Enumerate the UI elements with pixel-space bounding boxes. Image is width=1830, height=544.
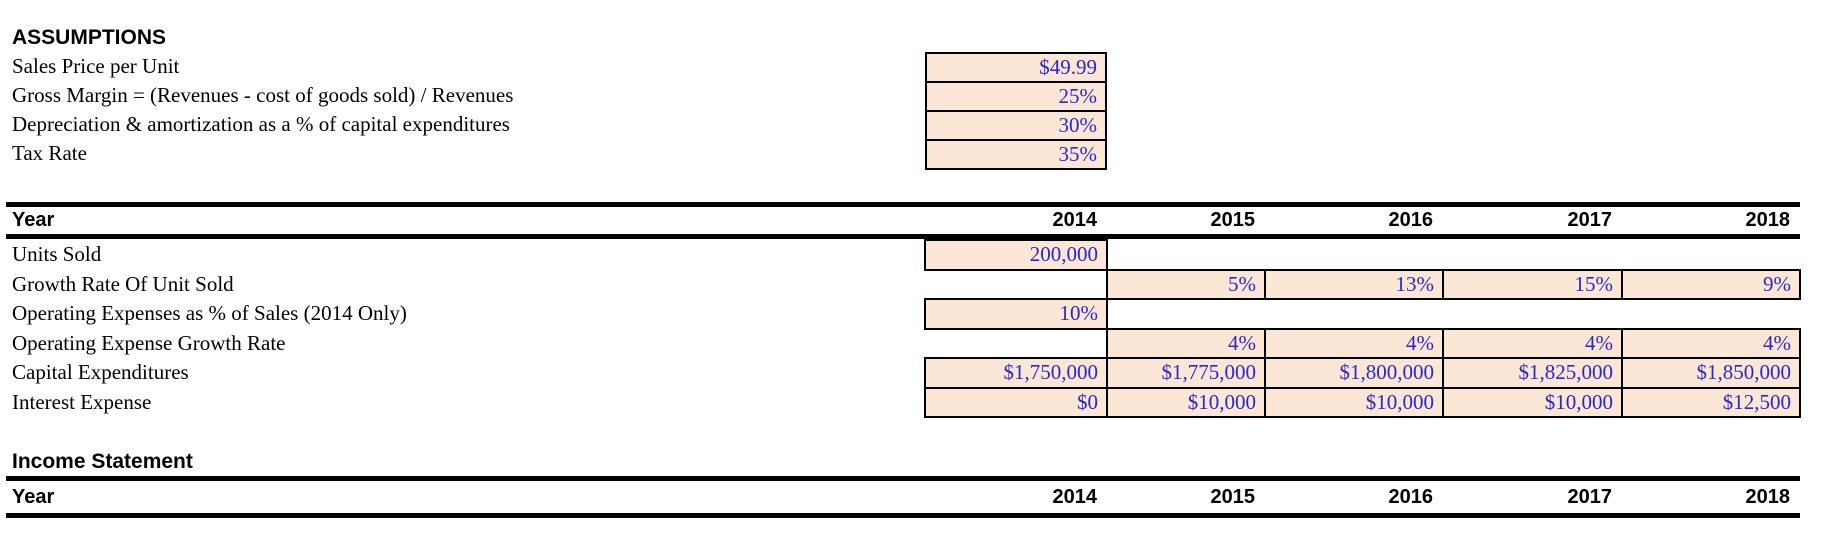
income-statement-year-header: Year 2014 2015 2016 2017 2018 bbox=[6, 476, 1800, 518]
year-column-2014: 2014 bbox=[1052, 486, 1098, 508]
input-cell-gross-margin[interactable]: 25% bbox=[925, 81, 1107, 112]
table-row-capital-expenditures: Capital Expenditures $1,750,000 $1,775,0… bbox=[6, 357, 1801, 389]
input-cell[interactable]: $10,000 bbox=[1264, 386, 1444, 418]
year-column-2016: 2016 bbox=[1388, 209, 1434, 231]
assumption-label: Sales Price per Unit bbox=[12, 54, 180, 78]
table-row-opex-pct-sales: Operating Expenses as % of Sales (2014 O… bbox=[6, 298, 1800, 330]
assumptions-title: ASSUMPTIONS bbox=[12, 26, 167, 49]
input-cell-sales-price[interactable]: $49.99 bbox=[925, 52, 1107, 83]
empty-cell bbox=[1622, 299, 1800, 329]
year-column-2018: 2018 bbox=[1745, 209, 1791, 231]
drivers-year-header: Year 2014 2015 2016 2017 2018 bbox=[6, 202, 1800, 239]
row-label: Interest Expense bbox=[12, 389, 152, 414]
input-cell[interactable]: 4% bbox=[1442, 327, 1623, 359]
empty-cell bbox=[1443, 299, 1622, 329]
input-cell-depreciation-pct[interactable]: 30% bbox=[925, 110, 1107, 141]
row-label: Capital Expenditures bbox=[12, 360, 189, 385]
year-column-2015: 2015 bbox=[1210, 486, 1256, 508]
year-column-2018: 2018 bbox=[1745, 486, 1791, 508]
input-cell[interactable]: $1,800,000 bbox=[1264, 357, 1444, 389]
empty-cell bbox=[1107, 240, 1265, 270]
drivers-table: Units Sold 200,000 Growth Rate Of Unit S… bbox=[6, 239, 1801, 418]
input-cell[interactable]: $1,850,000 bbox=[1621, 357, 1801, 389]
input-cell[interactable]: $1,750,000 bbox=[924, 357, 1108, 389]
empty-cell bbox=[925, 270, 1107, 300]
input-cell[interactable]: 10% bbox=[924, 298, 1108, 330]
assumption-label: Depreciation & amortization as a % of ca… bbox=[12, 112, 510, 136]
input-cell[interactable]: $1,825,000 bbox=[1442, 357, 1623, 389]
year-row-label: Year bbox=[12, 209, 55, 231]
row-label: Operating Expenses as % of Sales (2014 O… bbox=[12, 301, 407, 326]
input-cell[interactable]: 9% bbox=[1621, 268, 1801, 300]
input-cell[interactable]: $1,775,000 bbox=[1106, 357, 1266, 389]
row-label: Operating Expense Growth Rate bbox=[12, 330, 286, 355]
assumption-label: Tax Rate bbox=[12, 141, 87, 165]
table-row-growth-rate-units: Growth Rate Of Unit Sold 5% 13% 15% 9% bbox=[6, 268, 1801, 300]
empty-cell bbox=[1443, 240, 1622, 270]
input-cell[interactable]: $0 bbox=[924, 386, 1108, 418]
table-row-interest-expense: Interest Expense $0 $10,000 $10,000 $10,… bbox=[6, 386, 1801, 418]
year-column-2014: 2014 bbox=[1052, 209, 1098, 231]
empty-cell bbox=[1622, 240, 1800, 270]
empty-cell bbox=[1265, 240, 1443, 270]
input-cell[interactable]: 200,000 bbox=[924, 239, 1108, 271]
assumptions-input-column: $49.99 25% 30% 35% bbox=[925, 52, 1107, 170]
year-column-2015: 2015 bbox=[1210, 209, 1256, 231]
year-column-2017: 2017 bbox=[1567, 486, 1613, 508]
input-cell[interactable]: 5% bbox=[1106, 268, 1266, 300]
empty-cell bbox=[1107, 299, 1265, 329]
input-cell[interactable]: 13% bbox=[1264, 268, 1444, 300]
year-column-2016: 2016 bbox=[1388, 486, 1434, 508]
table-row-units-sold: Units Sold 200,000 bbox=[6, 239, 1800, 271]
row-label: Growth Rate Of Unit Sold bbox=[12, 271, 234, 296]
table-row-opex-growth-rate: Operating Expense Growth Rate 4% 4% 4% 4… bbox=[6, 327, 1801, 359]
empty-cell bbox=[1265, 299, 1443, 329]
row-label: Units Sold bbox=[12, 242, 102, 267]
input-cell[interactable]: 4% bbox=[1621, 327, 1801, 359]
year-row-label: Year bbox=[12, 486, 55, 508]
input-cell[interactable]: 4% bbox=[1106, 327, 1266, 359]
input-cell[interactable]: $12,500 bbox=[1621, 386, 1801, 418]
input-cell[interactable]: 4% bbox=[1264, 327, 1444, 359]
input-cell-tax-rate[interactable]: 35% bbox=[925, 139, 1107, 170]
assumptions-labels: Sales Price per Unit Gross Margin = (Rev… bbox=[12, 52, 513, 168]
input-cell[interactable]: $10,000 bbox=[1106, 386, 1266, 418]
year-column-2017: 2017 bbox=[1567, 209, 1613, 231]
input-cell[interactable]: $10,000 bbox=[1442, 386, 1623, 418]
income-statement-title: Income Statement bbox=[12, 450, 193, 473]
empty-cell bbox=[925, 329, 1107, 359]
assumption-label: Gross Margin = (Revenues - cost of goods… bbox=[12, 83, 514, 107]
input-cell[interactable]: 15% bbox=[1442, 268, 1623, 300]
